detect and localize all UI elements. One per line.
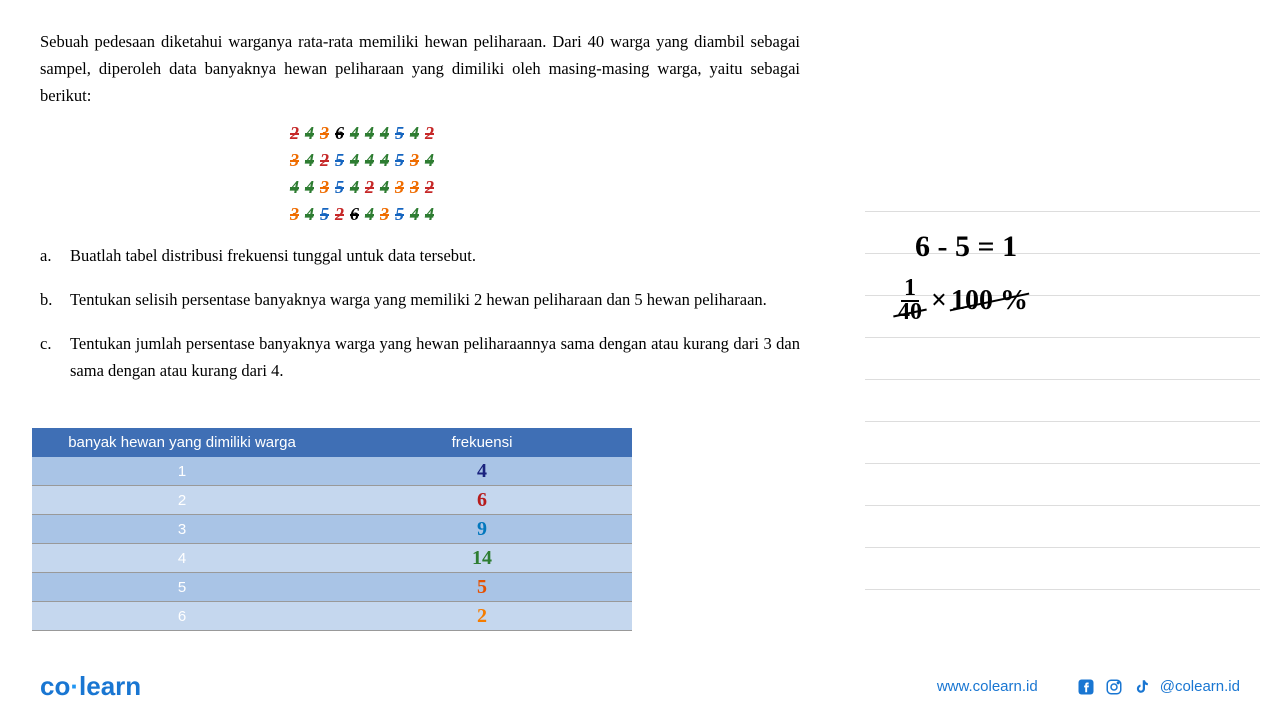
data-value: 4	[365, 120, 374, 147]
data-value: 4	[305, 174, 314, 201]
data-value: 4	[305, 147, 314, 174]
question-b: b. Tentukan selisih persentase banyaknya…	[40, 287, 800, 313]
data-value: 4	[380, 120, 389, 147]
question-c: c. Tentukan jumlah persentase banyaknya …	[40, 331, 800, 384]
question-letter: a.	[40, 243, 70, 269]
instagram-icon	[1104, 677, 1124, 697]
intro-paragraph: Sebuah pedesaan diketahui warganya rata-…	[40, 28, 800, 110]
row-label: 2	[32, 486, 332, 515]
data-value: 5	[335, 174, 344, 201]
row-frequency: 9	[332, 515, 632, 544]
data-value: 3	[395, 174, 404, 201]
row-frequency: 6	[332, 486, 632, 515]
footer-handle: @colearn.id	[1160, 678, 1240, 695]
table-row: 414	[32, 544, 632, 573]
question-text: Buatlah tabel distribusi frekuensi tungg…	[70, 243, 800, 269]
table-header-col2: frekuensi	[332, 428, 632, 457]
data-value: 4	[305, 201, 314, 228]
data-value: 2	[290, 120, 299, 147]
question-a: a. Buatlah tabel distribusi frekuensi tu…	[40, 243, 800, 269]
handwriting-line1: 6 - 5 = 1	[915, 230, 1017, 264]
handwriting-line2: 1 40 × 100 %	[895, 278, 1028, 323]
row-label: 5	[32, 573, 332, 602]
row-label: 1	[32, 457, 332, 486]
row-frequency: 2	[332, 602, 632, 631]
table-header-col1: banyak hewan yang dimiliki warga	[32, 428, 332, 457]
data-value: 5	[335, 147, 344, 174]
row-label: 3	[32, 515, 332, 544]
table-row: 26	[32, 486, 632, 515]
notes-area: 6 - 5 = 1 1 40 × 100 %	[865, 170, 1260, 590]
data-value: 2	[365, 174, 374, 201]
data-value: 3	[410, 147, 419, 174]
data-value: 4	[365, 201, 374, 228]
data-value: 5	[395, 120, 404, 147]
row-frequency: 5	[332, 573, 632, 602]
row-label: 4	[32, 544, 332, 573]
data-value: 3	[380, 201, 389, 228]
data-value: 5	[395, 147, 404, 174]
data-value: 3	[320, 120, 329, 147]
data-value: 4	[425, 201, 434, 228]
data-value: 4	[305, 120, 314, 147]
question-text: Tentukan jumlah persentase banyaknya war…	[70, 331, 800, 384]
data-value: 2	[425, 120, 434, 147]
logo-learn: learn	[79, 671, 141, 701]
footer-url: www.colearn.id	[937, 678, 1038, 695]
question-letter: c.	[40, 331, 70, 384]
row-frequency: 4	[332, 457, 632, 486]
fraction-denominator: 40	[895, 302, 925, 324]
table-row: 55	[32, 573, 632, 602]
data-value: 2	[320, 147, 329, 174]
data-value: 4	[410, 201, 419, 228]
frequency-table: banyak hewan yang dimiliki warga frekuen…	[32, 428, 632, 631]
facebook-icon	[1076, 677, 1096, 697]
data-value: 4	[380, 147, 389, 174]
row-label: 6	[32, 602, 332, 631]
logo-co: co	[40, 671, 70, 701]
question-text: Tentukan selisih persentase banyaknya wa…	[70, 287, 800, 313]
data-value: 3	[290, 147, 299, 174]
data-value: 5	[395, 201, 404, 228]
table-row: 14	[32, 457, 632, 486]
data-value: 2	[335, 201, 344, 228]
data-value: 2	[425, 174, 434, 201]
logo-dot: ·	[70, 671, 79, 701]
data-value: 3	[290, 201, 299, 228]
footer: co·learn www.colearn.id @colearn.id	[0, 671, 1280, 702]
question-letter: b.	[40, 287, 70, 313]
tiktok-icon	[1132, 677, 1152, 697]
data-value: 4	[425, 147, 434, 174]
mult-sign: ×	[931, 285, 947, 317]
data-value: 5	[320, 201, 329, 228]
data-value: 4	[380, 174, 389, 201]
table-row: 39	[32, 515, 632, 544]
percent-text: 100 %	[951, 285, 1028, 317]
data-value: 6	[350, 201, 359, 228]
data-value: 4	[365, 147, 374, 174]
data-value: 4	[350, 120, 359, 147]
table-row: 62	[32, 602, 632, 631]
data-value: 4	[290, 174, 299, 201]
data-value: 3	[320, 174, 329, 201]
data-value: 3	[410, 174, 419, 201]
data-value: 4	[350, 147, 359, 174]
colearn-logo: co·learn	[40, 671, 141, 702]
data-value: 4	[350, 174, 359, 201]
data-value: 4	[410, 120, 419, 147]
row-frequency: 14	[332, 544, 632, 573]
data-value: 6	[335, 120, 344, 147]
